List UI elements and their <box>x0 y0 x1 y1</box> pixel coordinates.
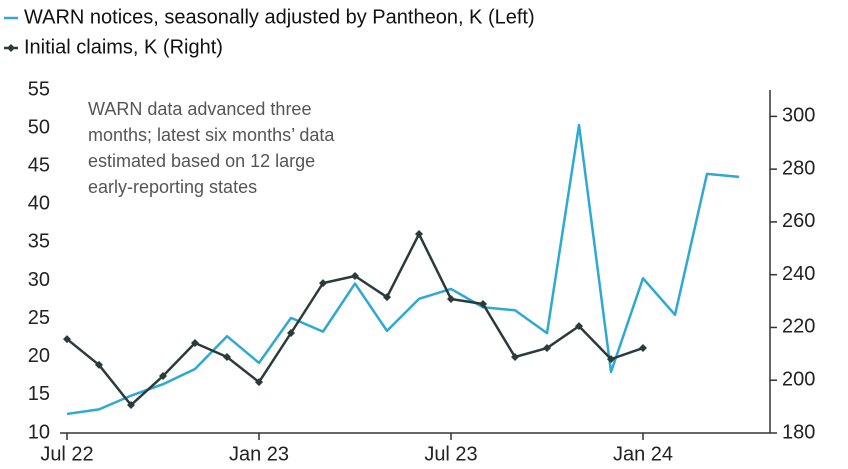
series-line <box>66 232 644 407</box>
point <box>319 279 327 288</box>
point <box>287 329 295 338</box>
legend-label: Initial claims, K (Right) <box>24 36 223 58</box>
annotation: WARN data advanced three months; latest s… <box>88 99 335 197</box>
point <box>63 335 71 344</box>
series-line <box>66 123 740 416</box>
annotation-line: months; latest six months’ data <box>88 125 335 145</box>
point <box>127 401 135 410</box>
annotation-line: early-reporting states <box>88 177 257 197</box>
point <box>415 230 423 239</box>
y2-tick-label: 200 <box>782 369 815 391</box>
y-tick-label: 15 <box>28 383 50 405</box>
point <box>511 353 519 362</box>
point <box>607 355 615 364</box>
y-tick-label: 25 <box>28 307 50 329</box>
y2-tick-label: 260 <box>782 210 815 232</box>
point <box>479 299 487 308</box>
point <box>351 272 359 281</box>
y2-tick-label: 300 <box>782 105 815 127</box>
point <box>159 372 167 381</box>
y-tick-label: 30 <box>28 269 50 291</box>
point <box>575 322 583 331</box>
point <box>223 353 231 362</box>
y-tick-label: 50 <box>28 116 50 138</box>
legend-label: WARN notices, seasonally adjusted by Pan… <box>24 6 535 28</box>
y-tick-label: 55 <box>28 78 50 100</box>
y2-tick-label: 280 <box>782 157 815 179</box>
y-tick-label: 45 <box>28 155 50 177</box>
y2-tick-label: 180 <box>782 421 815 443</box>
y-tick-label: 20 <box>28 345 50 367</box>
point <box>543 344 551 353</box>
x-tick-label: Jan 24 <box>613 443 673 465</box>
x-tick-label: Jan 23 <box>229 443 289 465</box>
point <box>383 293 391 302</box>
x-tick-label: Jul 23 <box>424 443 477 465</box>
y-tick-label: 10 <box>28 421 50 443</box>
point <box>255 378 263 387</box>
y2-tick-label: 240 <box>782 263 815 285</box>
point <box>95 360 103 369</box>
annotation-line: estimated based on 12 large <box>88 151 315 171</box>
point <box>191 339 199 348</box>
legend-marker <box>7 44 15 52</box>
point <box>639 344 647 353</box>
y2-tick-label: 220 <box>782 316 815 338</box>
annotation-line: WARN data advanced three <box>88 99 311 119</box>
x-tick-label: Jul 22 <box>40 443 93 465</box>
point <box>447 294 455 303</box>
y-tick-label: 35 <box>28 231 50 253</box>
y-tick-label: 40 <box>28 193 50 215</box>
